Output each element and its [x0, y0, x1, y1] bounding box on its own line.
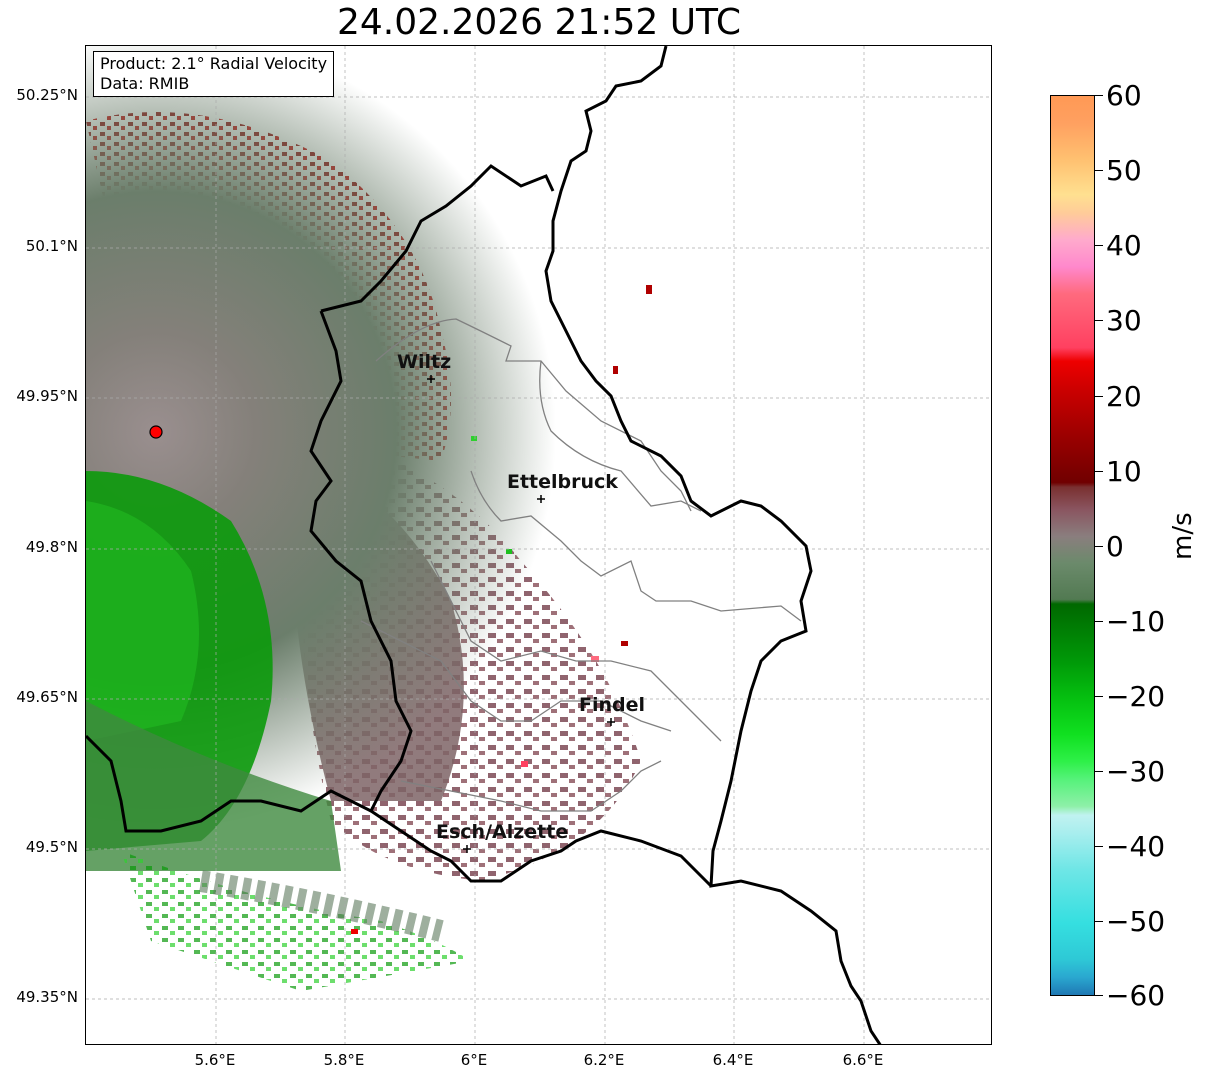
colorbar-label-m60: −60 — [1106, 979, 1166, 1012]
colorbar-label-40: 40 — [1106, 229, 1142, 262]
canton-boundaries — [360, 318, 802, 812]
lon-label-6: 6°E — [460, 1051, 488, 1069]
colorbar-tick — [1095, 846, 1103, 847]
colorbar-label-20: 20 — [1106, 380, 1142, 413]
lat-label-49-5: 49.5°N — [25, 838, 78, 856]
data-source-label: Data: RMIB — [100, 74, 190, 93]
lat-label-49-35: 49.35°N — [16, 988, 78, 1006]
colorbar-label-50: 50 — [1106, 154, 1142, 187]
city-label-wiltz: Wiltz — [397, 351, 452, 373]
colorbar-tick — [1095, 95, 1103, 96]
colorbar-label-0: 0 — [1106, 530, 1124, 563]
radar-map[interactable]: Wiltz Ettelbruck Findel Esch/Alzette — [85, 45, 992, 1045]
colorbar-tick — [1095, 245, 1103, 246]
city-label-findel: Findel — [579, 694, 646, 716]
velocity-colorbar — [1050, 95, 1095, 996]
product-info-box: Product: 2.1° Radial Velocity Data: RMIB — [93, 51, 335, 97]
colorbar-tick — [1095, 170, 1103, 171]
lon-label-5-8: 5.8°E — [323, 1051, 365, 1069]
city-label-esch-alzette: Esch/Alzette — [436, 821, 569, 843]
lon-label-6-6: 6.6°E — [842, 1051, 884, 1069]
colorbar-tick — [1095, 621, 1103, 622]
graticule — [86, 46, 991, 1044]
national-borders — [86, 46, 882, 1044]
lon-label-6-4: 6.4°E — [712, 1051, 754, 1069]
colorbar-tick — [1095, 471, 1103, 472]
colorbar-label-30: 30 — [1106, 304, 1142, 337]
colorbar-tick — [1095, 771, 1103, 772]
lat-label-50-1: 50.1°N — [25, 237, 78, 255]
city-markers — [427, 375, 615, 853]
radar-echo-layer — [86, 46, 652, 991]
colorbar-tick — [1095, 320, 1103, 321]
radar-site-marker — [149, 425, 163, 439]
lat-label-50-25: 50.25°N — [16, 86, 78, 104]
colorbar-tick — [1095, 921, 1103, 922]
radar-map-svg — [86, 46, 991, 1044]
colorbar-label-m10: −10 — [1106, 605, 1166, 638]
lat-label-49-65: 49.65°N — [16, 688, 78, 706]
lat-label-49-95: 49.95°N — [16, 387, 78, 405]
colorbar-tick — [1095, 696, 1103, 697]
colorbar-label-m20: −20 — [1106, 680, 1166, 713]
colorbar-label-m40: −40 — [1106, 830, 1166, 863]
colorbar-label-10: 10 — [1106, 455, 1142, 488]
colorbar-tick — [1095, 396, 1103, 397]
colorbar-tick — [1095, 546, 1103, 547]
colorbar-label-m50: −50 — [1106, 905, 1166, 938]
map-title: 24.02.2026 21:52 UTC — [336, 2, 742, 43]
lat-label-49-8: 49.8°N — [25, 538, 78, 556]
lon-label-6-2: 6.2°E — [583, 1051, 625, 1069]
colorbar-unit-label: m/s — [1168, 512, 1198, 560]
colorbar-tick — [1095, 995, 1103, 996]
product-label: Product: 2.1° Radial Velocity — [100, 54, 328, 73]
city-label-ettelbruck: Ettelbruck — [507, 471, 618, 493]
lon-label-5-6: 5.6°E — [194, 1051, 236, 1069]
colorbar-label-60: 60 — [1106, 79, 1142, 112]
colorbar-label-m30: −30 — [1106, 755, 1166, 788]
